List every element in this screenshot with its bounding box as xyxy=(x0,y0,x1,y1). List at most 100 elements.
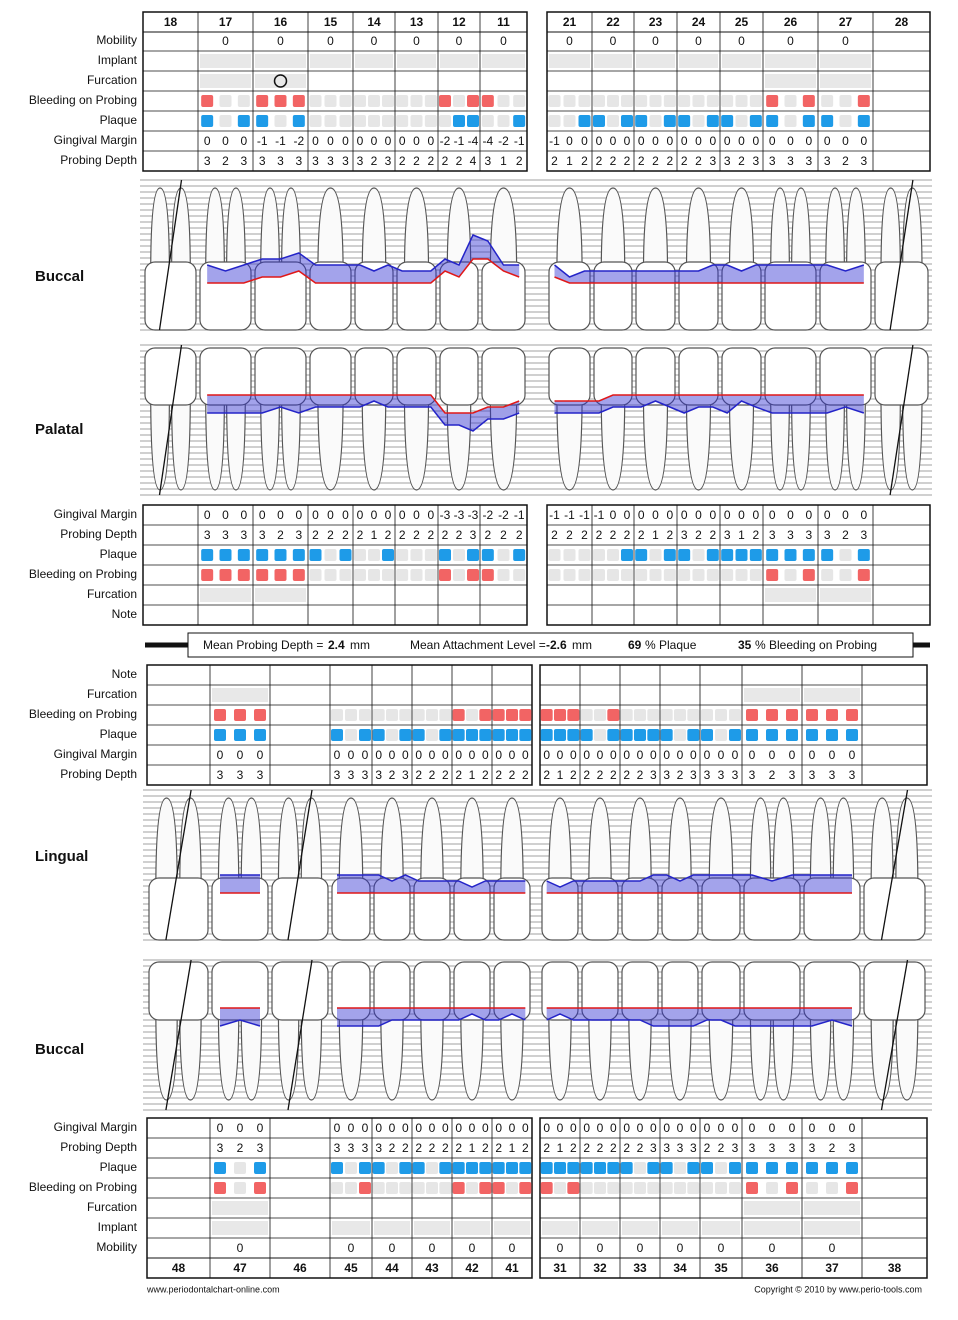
gingival_margin-value: -4 xyxy=(482,134,493,148)
tooth-number: 43 xyxy=(425,1261,439,1275)
tooth-number: 35 xyxy=(714,1261,728,1275)
tooth-root xyxy=(446,392,472,491)
probing-line xyxy=(554,264,865,278)
row-label: Implant xyxy=(98,53,138,67)
gingival_margin-value: 0 xyxy=(389,748,396,762)
gingival_margin-value: -2 xyxy=(440,134,451,148)
bleeding-site xyxy=(412,709,425,721)
plaque-site xyxy=(621,115,633,127)
empty-field xyxy=(355,54,393,68)
gingival_margin-value: 0 xyxy=(650,748,657,762)
probing_depth-value: 3 xyxy=(257,768,264,782)
pocket-area xyxy=(554,395,864,413)
mobility-value: 0 xyxy=(456,34,463,48)
bleeding-site xyxy=(426,709,438,721)
missing-tooth xyxy=(889,344,914,496)
gingival_margin-value: -1 xyxy=(257,134,268,148)
row-label: Probing Depth xyxy=(60,1140,137,1154)
pocket-area xyxy=(546,1008,852,1026)
tooth-number: 36 xyxy=(765,1261,779,1275)
gingival_margin-value: 0 xyxy=(709,508,716,522)
plaque-site xyxy=(324,115,337,127)
gingival_margin-value: -2 xyxy=(498,508,509,522)
plaque-site xyxy=(382,549,394,561)
probing_depth-value: 2 xyxy=(652,154,659,168)
bleeding-site xyxy=(237,95,250,107)
bleeding-site xyxy=(607,95,619,107)
gingival_margin-value: -2 xyxy=(482,508,493,522)
gingival_margin-value: -1 xyxy=(549,134,560,148)
plaque-site xyxy=(687,1162,700,1174)
plaque-site xyxy=(846,1162,858,1174)
gingival_margin-value: 0 xyxy=(860,134,867,148)
empty-field xyxy=(482,54,525,68)
probing_depth-value: 3 xyxy=(709,154,716,168)
missing-tooth xyxy=(158,179,183,331)
plaque-site xyxy=(649,549,662,561)
gingival_margin-value: 0 xyxy=(357,508,364,522)
bleeding-site xyxy=(802,569,815,581)
gingival_margin-value: -1 xyxy=(564,508,575,522)
bleeding-site xyxy=(578,569,591,581)
plaque-site xyxy=(439,549,451,561)
row-label: Plaque xyxy=(100,1160,138,1174)
pocket-area xyxy=(220,875,260,893)
bleeding-site xyxy=(234,1182,246,1194)
gingival_margin-value: 0 xyxy=(402,1121,409,1135)
plaque-site xyxy=(540,1162,553,1174)
bleeding-site xyxy=(372,1182,385,1194)
probing_depth-value: 2 xyxy=(389,768,396,782)
gingival_margin-value: -2 xyxy=(498,134,509,148)
gingival_margin-value: 0 xyxy=(581,134,588,148)
probing_depth-value: 3 xyxy=(334,1141,341,1155)
gingival_margin-value: 0 xyxy=(769,508,776,522)
plaque-site xyxy=(274,549,287,561)
gingival_margin-value: 0 xyxy=(442,748,449,762)
probing_depth-value: 2 xyxy=(413,154,420,168)
pocket-area xyxy=(546,875,852,893)
bleeding-site xyxy=(492,709,505,721)
bleeding-site xyxy=(368,569,380,581)
bleeding-site xyxy=(647,709,660,721)
tooth-root xyxy=(403,187,430,275)
plaque-site xyxy=(567,1162,580,1174)
tooth-crown xyxy=(271,877,329,941)
probing-line xyxy=(546,874,852,888)
gingival_margin-value: 0 xyxy=(429,748,436,762)
empty-field xyxy=(702,1221,740,1235)
tooth-number: 41 xyxy=(505,1261,519,1275)
gingival_margin-value: 0 xyxy=(690,1121,697,1135)
probing_depth-value: 1 xyxy=(469,1141,476,1155)
plaque-site xyxy=(254,1162,266,1174)
tooth-crown xyxy=(493,961,531,1021)
bleeding-site xyxy=(746,709,758,721)
gingival_margin-value: 0 xyxy=(738,134,745,148)
probing_depth-value: 2 xyxy=(596,154,603,168)
row-label: Note xyxy=(112,667,138,681)
plaque-site xyxy=(578,115,591,127)
gingival_margin-value: 0 xyxy=(638,508,645,522)
gingival_margin-value: 0 xyxy=(543,748,550,762)
mobility-value: 0 xyxy=(718,1241,725,1255)
tooth-root xyxy=(361,187,387,275)
plaque-site xyxy=(806,729,818,741)
pocket-area xyxy=(207,235,520,283)
bleeding-site xyxy=(339,95,352,107)
probing_depth-value: 3 xyxy=(724,528,731,542)
plaque-site xyxy=(567,729,580,741)
probing_depth-value: 1 xyxy=(371,528,378,542)
probing_depth-value: 3 xyxy=(704,768,711,782)
probing_depth-value: 2 xyxy=(596,528,603,542)
gingival_margin-value: 0 xyxy=(824,508,831,522)
pocket-area xyxy=(337,875,526,893)
bleeding-site xyxy=(554,1182,566,1194)
mobility-value: 0 xyxy=(413,34,420,48)
tooth-root xyxy=(708,1007,734,1101)
gingival_margin-value: 0 xyxy=(357,134,364,148)
gingival_margin-value: 0 xyxy=(257,748,264,762)
probing_depth-value: 3 xyxy=(805,154,812,168)
plaque-site xyxy=(678,549,691,561)
bleeding-site xyxy=(746,1182,758,1194)
probing_depth-value: 1 xyxy=(509,1141,516,1155)
bleeding-site xyxy=(594,1182,606,1194)
